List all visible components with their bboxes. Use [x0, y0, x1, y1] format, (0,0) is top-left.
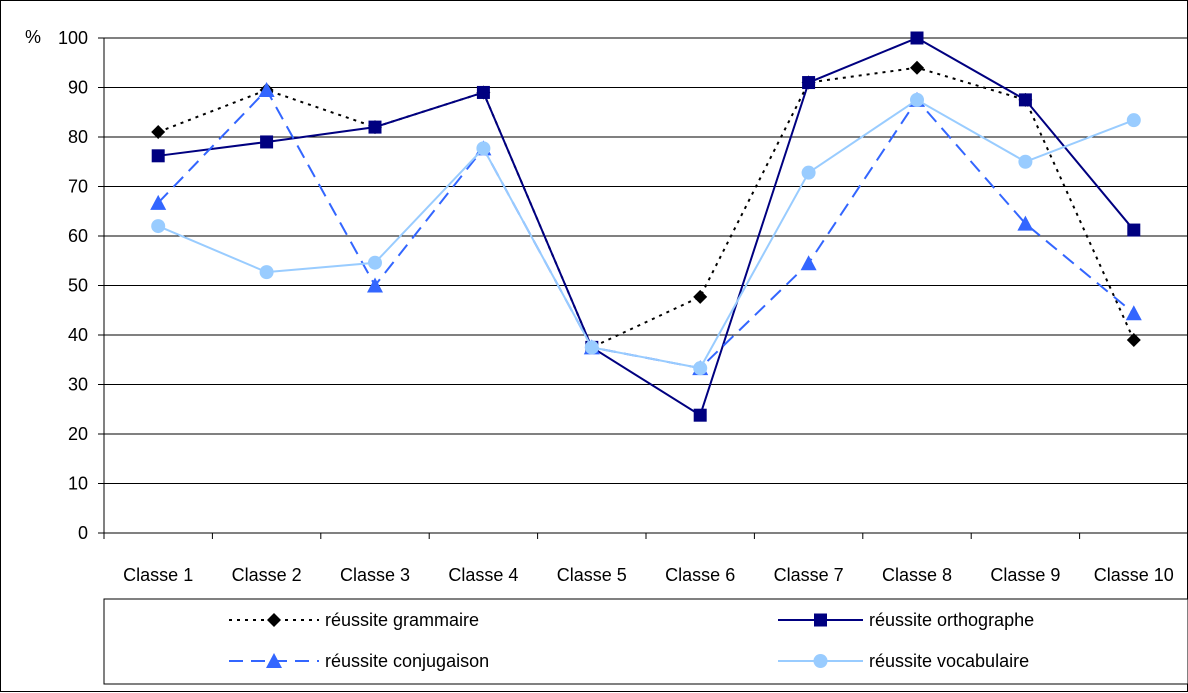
- data-point: [1126, 332, 1141, 347]
- legend-marker: [813, 654, 828, 668]
- y-tick-label: 10: [68, 474, 88, 494]
- data-point: [910, 31, 924, 45]
- legend-item: réussite grammaire: [229, 610, 479, 630]
- data-point: [584, 340, 599, 355]
- data-point: [367, 277, 383, 293]
- data-point: [910, 92, 924, 107]
- data-point: [259, 265, 274, 280]
- legend-label: réussite conjugaison: [325, 651, 489, 671]
- series-line: [157, 66, 1135, 349]
- data-point: [476, 85, 490, 99]
- legend-box: [103, 598, 1188, 685]
- legend-label: réussite orthographe: [869, 610, 1034, 630]
- y-tick-label: 90: [68, 78, 88, 98]
- series-line: [158, 36, 1135, 417]
- data-point: [800, 255, 817, 271]
- x-tick-label: Classe 3: [340, 565, 410, 585]
- x-tick-label: Classe 5: [557, 565, 627, 585]
- series-réussite-conjugaison: [150, 81, 1142, 376]
- legend-item: réussite orthographe: [778, 610, 1034, 630]
- data-point: [1018, 93, 1032, 107]
- y-tick-label: 20: [68, 424, 88, 444]
- data-point: [150, 194, 167, 210]
- data-point: [1127, 223, 1141, 237]
- axes: 0 10 20 30 40 50 60 70 80 90 100 Classe 1 Classe 2 Cl…: [58, 28, 1188, 585]
- legend-marker: [814, 613, 827, 627]
- data-point: [693, 289, 708, 304]
- y-axis-label: %: [25, 27, 41, 47]
- data-point: [693, 361, 708, 376]
- data-point: [368, 120, 382, 134]
- y-tick-label: 70: [68, 177, 88, 197]
- x-tick-label: Classe 4: [448, 565, 518, 585]
- legend-label: réussite grammaire: [325, 610, 479, 630]
- x-tick-label: Classe 7: [774, 565, 844, 585]
- x-tick-label: Classe 9: [990, 565, 1060, 585]
- data-point: [258, 81, 275, 97]
- data-point: [1017, 215, 1034, 231]
- x-tick-label: Classe 10: [1094, 565, 1174, 585]
- x-tick-label: Classe 6: [665, 565, 735, 585]
- legend-item: réussite conjugaison: [229, 651, 489, 671]
- series-line: [157, 88, 1135, 370]
- series-group: [150, 31, 1142, 422]
- data-point: [1018, 154, 1033, 169]
- data-point: [151, 149, 165, 163]
- gridlines: [104, 37, 1188, 484]
- legend-label: réussite vocabulaire: [869, 651, 1029, 671]
- y-tick-label: 30: [68, 375, 88, 395]
- data-point: [476, 141, 491, 156]
- data-point: [802, 76, 816, 90]
- series-line: [157, 98, 1135, 370]
- x-tick-label: Classe 1: [123, 565, 193, 585]
- legend-marker: [267, 613, 281, 627]
- data-point: [368, 255, 382, 270]
- y-tick-label: 0: [78, 523, 88, 543]
- data-point: [260, 135, 274, 149]
- series-réussite-vocabulaire: [151, 92, 1141, 376]
- series-réussite-orthographe: [151, 31, 1141, 422]
- data-point: [693, 408, 707, 422]
- x-tick-label: Classe 8: [882, 565, 952, 585]
- y-tick-label: 40: [68, 325, 88, 345]
- data-point: [151, 125, 166, 140]
- data-point: [1126, 113, 1141, 128]
- y-tick-label: 60: [68, 226, 88, 246]
- y-tick-label: 80: [68, 127, 88, 147]
- y-tick-label: 100: [58, 28, 88, 48]
- x-tick-label: Classe 2: [232, 565, 302, 585]
- legend-item: réussite vocabulaire: [778, 651, 1029, 671]
- data-point: [151, 219, 166, 234]
- y-tick-label: 50: [68, 276, 88, 296]
- legend-marker: [266, 653, 282, 668]
- series-réussite-grammaire: [151, 60, 1141, 355]
- data-point: [801, 165, 816, 180]
- legend: réussite grammaire réussite orthographe ré…: [103, 598, 1188, 685]
- data-point: [910, 60, 924, 75]
- data-point: [1125, 305, 1142, 321]
